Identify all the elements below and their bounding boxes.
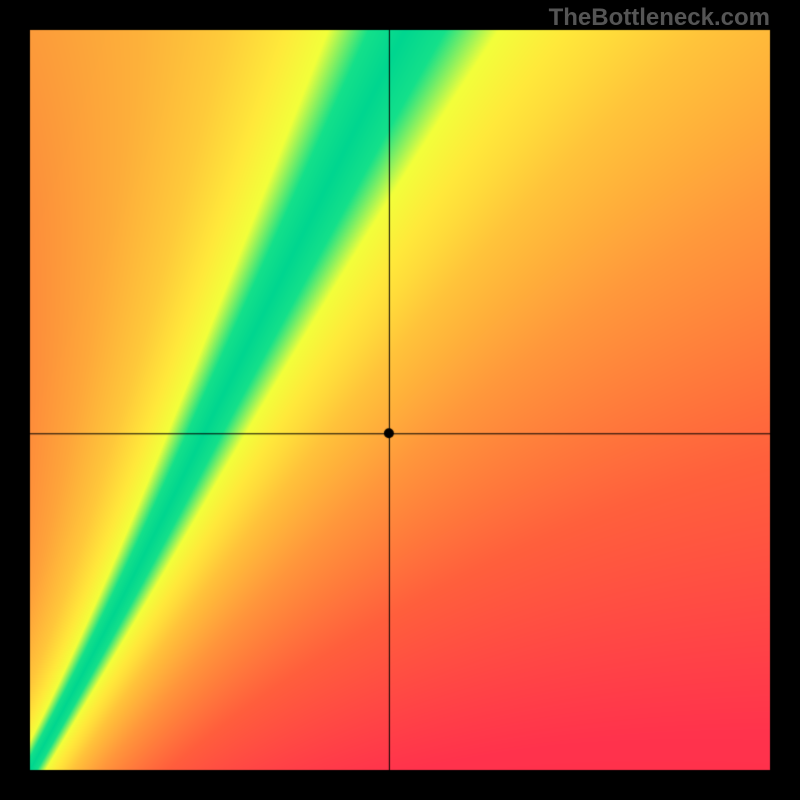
bottleneck-heatmap <box>0 0 800 800</box>
watermark-text: TheBottleneck.com <box>549 4 770 32</box>
